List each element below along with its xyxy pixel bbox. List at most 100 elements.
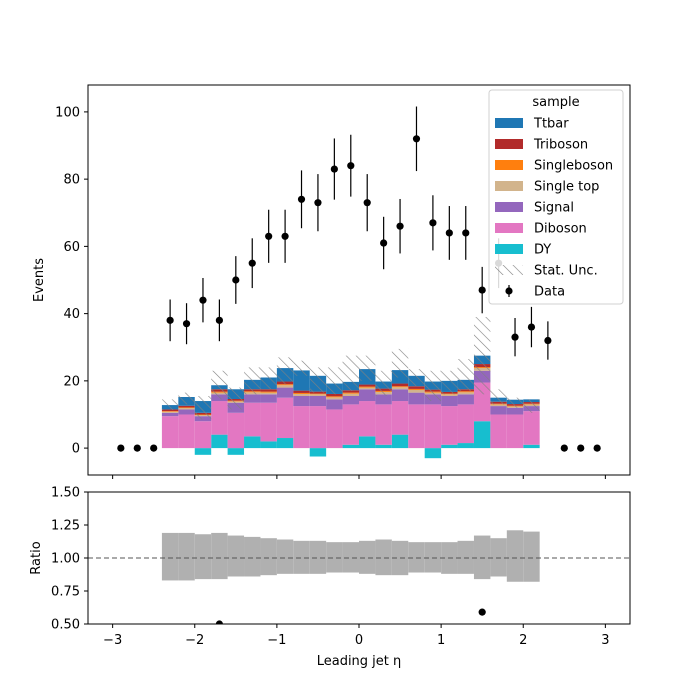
stat-unc-band xyxy=(244,367,261,395)
bar-signal xyxy=(260,394,277,403)
bar-signal xyxy=(391,389,409,402)
ratio-unc-band xyxy=(424,542,442,573)
y-tick-label: 40 xyxy=(63,307,80,322)
legend-swatch-diboson xyxy=(495,223,523,233)
ratio-x-tick-label: −1 xyxy=(267,633,286,648)
bar-dy xyxy=(211,434,228,449)
data-point xyxy=(429,219,437,227)
ratio-x-tick-label: −2 xyxy=(185,633,204,648)
data-point xyxy=(412,135,421,143)
bar-single-top xyxy=(309,394,327,396)
data-point xyxy=(380,239,388,247)
bar-triboson xyxy=(342,390,359,393)
ratio-y-axis-label: Ratio xyxy=(29,541,44,574)
ratio-unc-band xyxy=(211,532,228,580)
ratio-unc-band xyxy=(309,540,327,574)
bar-singleboson xyxy=(391,386,409,388)
bar-signal xyxy=(326,399,343,410)
ratio-unc-band xyxy=(293,540,310,574)
ratio-unc-band xyxy=(506,530,524,582)
main-panel: 0 20 40 60 80 100 Events sample Ttbar Triboson S… xyxy=(32,84,631,479)
legend-label-signal: Signal xyxy=(534,201,574,216)
bar-singleboson xyxy=(342,392,359,394)
legend-label-dy: DY xyxy=(534,243,551,258)
ratio-x-tick-label: 0 xyxy=(355,633,363,648)
main-plot-area xyxy=(117,106,601,459)
y-tick-label: 100 xyxy=(55,105,80,120)
bar-single-top xyxy=(276,385,294,388)
bar-diboson xyxy=(359,401,376,437)
legend-title: sample xyxy=(532,95,579,110)
ratio-panel: 0.50 0.75 1.00 1.25 1.50 −3 −2 −1 0 1 2 3 Ratio Le… xyxy=(29,486,631,669)
ratio-x-tick-label: 3 xyxy=(601,633,609,648)
legend-label-diboson: Diboson xyxy=(534,222,587,237)
data-point xyxy=(527,323,536,331)
y-tick-label: 60 xyxy=(63,240,80,255)
bar-dy xyxy=(424,448,442,459)
legend-label-singleboson: Singleboson xyxy=(534,159,613,174)
bar-single-top xyxy=(391,387,409,390)
data-point xyxy=(577,444,585,452)
stat-unc-band xyxy=(260,367,277,390)
bar-diboson xyxy=(309,406,327,449)
data-point xyxy=(166,316,174,324)
data-point xyxy=(182,320,191,328)
bar-diboson xyxy=(161,416,179,449)
bar-single-top xyxy=(260,392,277,395)
bar-diboson xyxy=(375,404,392,445)
legend-label-ttbar: Ttbar xyxy=(533,117,569,132)
legend-swatch-singleboson xyxy=(495,160,523,170)
ratio-x-tick-label: 1 xyxy=(437,633,445,648)
legend-swatch-signal xyxy=(495,202,523,212)
ratio-unc-band xyxy=(408,542,425,573)
data-point xyxy=(297,195,306,203)
stat-unc-band xyxy=(523,399,540,413)
ratio-y-tick-label: 0.75 xyxy=(51,585,80,600)
main-x-ticks xyxy=(112,475,606,479)
bar-singleboson xyxy=(359,386,376,388)
ratio-unc-band xyxy=(342,542,359,573)
data-point xyxy=(117,444,125,452)
legend-swatch-triboson xyxy=(495,139,523,149)
stat-unc-band xyxy=(161,399,179,411)
bar-dy xyxy=(375,444,392,449)
data-point xyxy=(265,232,273,240)
legend-swatch-data xyxy=(505,287,513,295)
ratio-unc-band xyxy=(161,532,179,581)
bar-triboson xyxy=(178,405,195,408)
bar-single-top xyxy=(490,404,507,407)
bar-dy xyxy=(276,438,294,449)
main-axes-frame xyxy=(87,84,631,476)
bar-single-top xyxy=(326,397,343,400)
ratio-unc-band xyxy=(523,531,540,582)
stat-unc-band xyxy=(391,348,409,378)
legend-swatch-ttbar xyxy=(495,118,523,128)
bar-diboson xyxy=(227,412,245,449)
bar-diboson xyxy=(211,401,228,435)
bar-single-top xyxy=(359,387,376,390)
ratio-unc-band xyxy=(178,532,195,581)
ratio-unc-band xyxy=(326,542,343,573)
bar-triboson xyxy=(391,383,409,387)
ratio-point xyxy=(215,620,223,624)
data-point xyxy=(281,232,289,240)
stat-unc-band xyxy=(293,360,310,376)
bar-diboson xyxy=(293,406,310,449)
data-point xyxy=(330,165,338,173)
ratio-unc-band xyxy=(457,540,474,574)
main-y-ticks: 0 20 40 60 80 100 xyxy=(55,105,88,457)
ratio-y-ticks: 0.50 0.75 1.00 1.25 1.50 xyxy=(51,486,88,633)
bar-diboson xyxy=(244,402,261,437)
bar-signal xyxy=(490,406,507,415)
bar-singleboson xyxy=(309,393,327,395)
bar-singleboson xyxy=(178,407,195,409)
ratio-axes-frame xyxy=(87,491,631,625)
stat-unc-band xyxy=(375,370,392,396)
ratio-unc-band xyxy=(375,539,392,576)
bar-signal xyxy=(408,392,425,405)
bar-diboson xyxy=(342,404,359,445)
bar-dy xyxy=(441,444,458,449)
bar-signal xyxy=(244,394,261,403)
legend: sample Ttbar Triboson Singleboson Single top… xyxy=(488,89,624,305)
